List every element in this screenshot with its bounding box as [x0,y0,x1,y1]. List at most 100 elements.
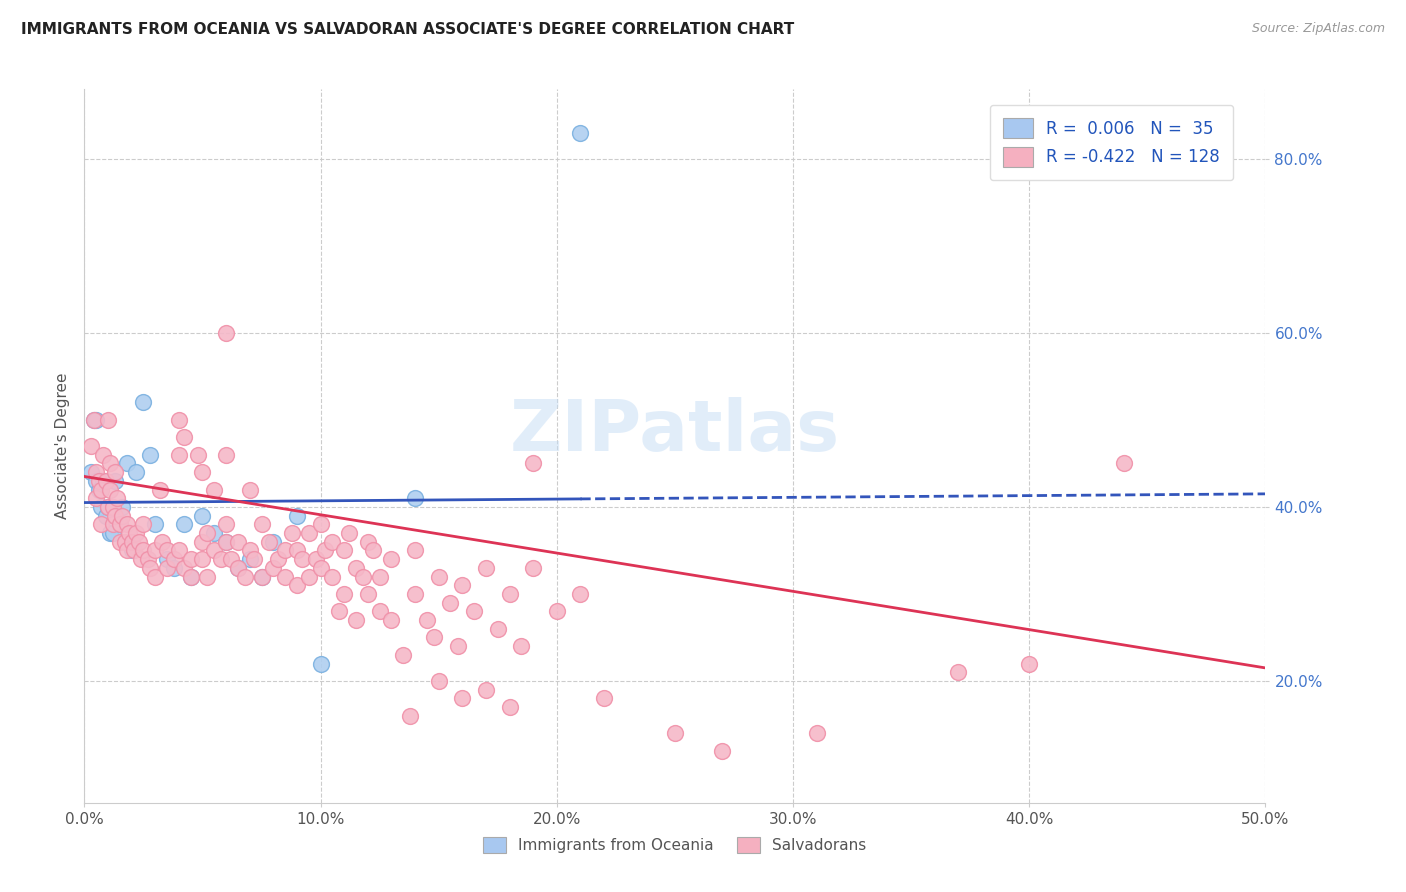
Point [486,622,509,636]
Point [87,483,110,497]
Text: Source: ZipAtlas.com: Source: ZipAtlas.com [1251,22,1385,36]
Point [90,483,112,497]
Point [522,457,544,471]
Point [90,517,112,532]
Point [191,534,214,549]
Point [101,517,124,532]
Point [202,543,225,558]
Point [101,500,124,514]
Point [233,569,256,583]
Point [314,543,336,558]
Point [328,604,350,618]
Point [267,552,290,566]
Y-axis label: Associate's Degree: Associate's Degree [55,373,70,519]
Point [167,543,190,558]
Point [80,439,103,453]
Point [1112,457,1135,471]
Point [380,552,402,566]
Point [202,526,225,541]
Point [97,500,120,514]
Point [298,526,321,541]
Point [111,500,134,514]
Point [309,517,332,532]
Point [121,534,143,549]
Point [108,517,131,532]
Point [80,465,103,479]
Point [143,569,166,583]
Point [404,491,426,506]
Point [128,534,150,549]
Point [132,395,155,409]
Point [156,543,179,558]
Point [195,526,218,541]
Point [104,508,127,523]
Point [291,552,314,566]
Point [281,526,304,541]
Point [427,569,450,583]
Point [711,743,734,757]
Point [98,483,121,497]
Point [115,457,138,471]
Point [274,543,297,558]
Point [463,604,485,618]
Point [163,552,186,566]
Point [98,526,121,541]
Point [132,543,155,558]
Point [337,526,360,541]
Point [569,587,592,601]
Point [368,569,391,583]
Point [380,613,402,627]
Text: ZIPatlas: ZIPatlas [510,397,839,467]
Point [498,587,520,601]
Point [404,543,426,558]
Point [219,552,242,566]
Point [101,526,124,541]
Point [84,474,107,488]
Point [416,613,439,627]
Point [423,631,446,645]
Point [156,561,179,575]
Point [1018,657,1040,671]
Point [173,517,195,532]
Point [243,552,266,566]
Point [191,465,214,479]
Point [118,526,141,541]
Point [84,491,107,506]
Point [510,639,533,653]
Point [357,587,380,601]
Point [173,430,195,444]
Point [285,508,308,523]
Point [274,569,297,583]
Point [285,578,308,592]
Point [475,682,498,697]
Point [156,552,179,566]
Point [167,448,190,462]
Point [321,534,343,549]
Point [94,508,117,523]
Point [209,552,232,566]
Point [129,552,152,566]
Point [149,483,172,497]
Point [498,700,520,714]
Point [305,552,328,566]
Point [806,726,828,740]
Point [191,552,214,566]
Point [226,561,249,575]
Point [187,448,209,462]
Point [202,483,225,497]
Point [104,474,127,488]
Point [309,657,332,671]
Point [125,465,148,479]
Point [83,413,105,427]
Point [115,543,138,558]
Point [215,517,238,532]
Point [321,569,343,583]
Point [404,587,426,601]
Point [309,561,332,575]
Point [357,534,380,549]
Point [139,561,162,575]
Point [239,543,262,558]
Point [215,534,238,549]
Point [215,534,238,549]
Point [180,569,202,583]
